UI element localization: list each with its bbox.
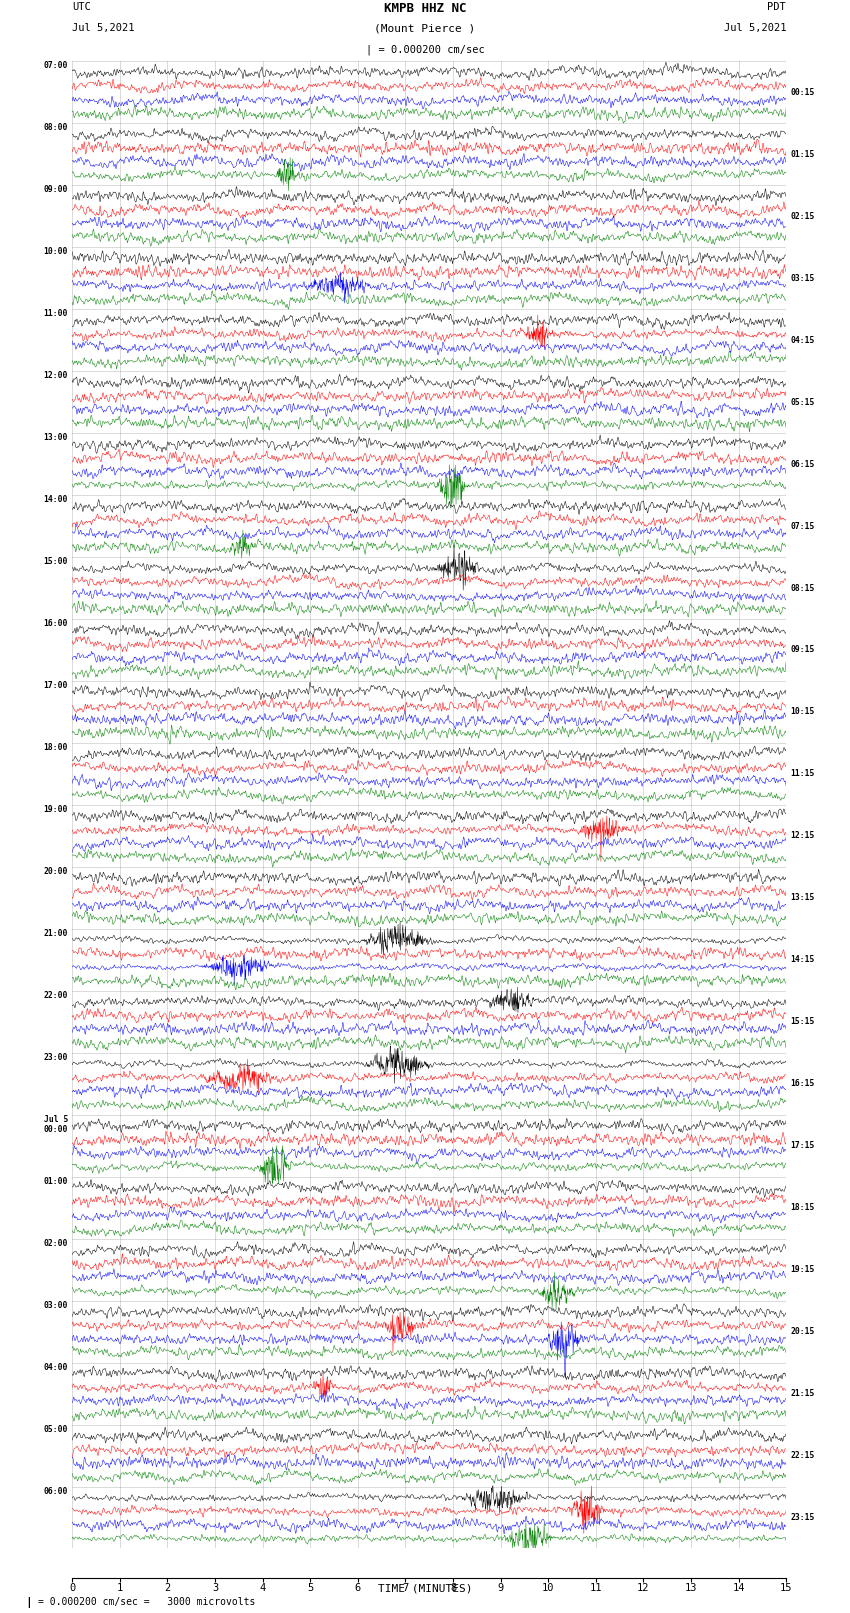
Text: 02:15: 02:15	[790, 211, 815, 221]
Text: 23:15: 23:15	[790, 1513, 815, 1523]
Text: 13:00: 13:00	[43, 434, 68, 442]
Text: 15:00: 15:00	[43, 556, 68, 566]
Text: 15:15: 15:15	[790, 1018, 815, 1026]
Text: 20:00: 20:00	[43, 866, 68, 876]
Text: |: |	[26, 1597, 32, 1608]
Text: 09:00: 09:00	[43, 185, 68, 194]
Text: 17:15: 17:15	[790, 1142, 815, 1150]
Text: 18:15: 18:15	[790, 1203, 815, 1211]
Text: KMPB HHZ NC: KMPB HHZ NC	[383, 3, 467, 16]
Text: 10:00: 10:00	[43, 247, 68, 256]
Text: 05:00: 05:00	[43, 1424, 68, 1434]
Text: 22:00: 22:00	[43, 990, 68, 1000]
Text: 01:00: 01:00	[43, 1177, 68, 1186]
Text: 12:00: 12:00	[43, 371, 68, 381]
Text: TIME (MINUTES): TIME (MINUTES)	[377, 1584, 473, 1594]
Text: 04:15: 04:15	[790, 336, 815, 345]
Text: 11:15: 11:15	[790, 769, 815, 779]
Text: Jul 5
00:00: Jul 5 00:00	[43, 1115, 68, 1134]
Text: Jul 5,2021: Jul 5,2021	[723, 24, 786, 34]
Text: 03:00: 03:00	[43, 1300, 68, 1310]
Text: 06:00: 06:00	[43, 1487, 68, 1495]
Text: 13:15: 13:15	[790, 894, 815, 902]
Text: 08:00: 08:00	[43, 123, 68, 132]
Text: 07:00: 07:00	[43, 61, 68, 71]
Text: 08:15: 08:15	[790, 584, 815, 592]
Text: 18:00: 18:00	[43, 744, 68, 752]
Text: 02:00: 02:00	[43, 1239, 68, 1247]
Text: 03:15: 03:15	[790, 274, 815, 282]
Text: | = 0.000200 cm/sec: | = 0.000200 cm/sec	[366, 44, 484, 55]
Text: (Mount Pierce ): (Mount Pierce )	[374, 24, 476, 34]
Text: 19:00: 19:00	[43, 805, 68, 815]
Text: 21:00: 21:00	[43, 929, 68, 937]
Text: PDT: PDT	[768, 3, 786, 13]
Text: 04:00: 04:00	[43, 1363, 68, 1371]
Text: 07:15: 07:15	[790, 521, 815, 531]
Text: 17:00: 17:00	[43, 681, 68, 690]
Text: Jul 5,2021: Jul 5,2021	[72, 24, 135, 34]
Text: 19:15: 19:15	[790, 1265, 815, 1274]
Text: 21:15: 21:15	[790, 1389, 815, 1398]
Text: 00:15: 00:15	[790, 87, 815, 97]
Text: 16:15: 16:15	[790, 1079, 815, 1089]
Text: 01:15: 01:15	[790, 150, 815, 158]
Text: = 0.000200 cm/sec =   3000 microvolts: = 0.000200 cm/sec = 3000 microvolts	[38, 1597, 256, 1607]
Text: 14:00: 14:00	[43, 495, 68, 503]
Text: 09:15: 09:15	[790, 645, 815, 655]
Text: 11:00: 11:00	[43, 310, 68, 318]
Text: 10:15: 10:15	[790, 708, 815, 716]
Text: 16:00: 16:00	[43, 619, 68, 627]
Text: 20:15: 20:15	[790, 1327, 815, 1336]
Text: 23:00: 23:00	[43, 1053, 68, 1061]
Text: 05:15: 05:15	[790, 398, 815, 406]
Text: UTC: UTC	[72, 3, 91, 13]
Text: 14:15: 14:15	[790, 955, 815, 965]
Text: 12:15: 12:15	[790, 831, 815, 840]
Text: 22:15: 22:15	[790, 1452, 815, 1460]
Text: 06:15: 06:15	[790, 460, 815, 468]
